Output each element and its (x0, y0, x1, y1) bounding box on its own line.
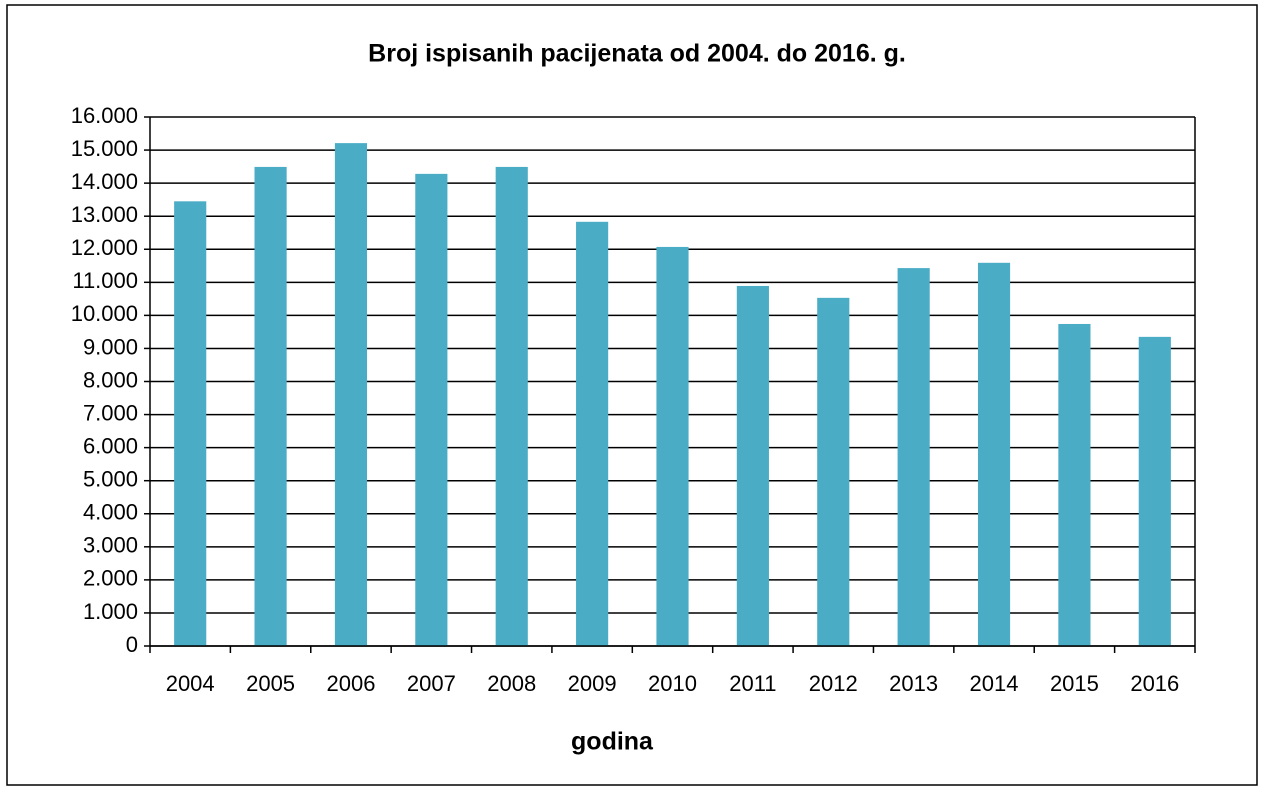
y-tick-label: 1.000 (83, 599, 138, 624)
y-tick-label: 11.000 (72, 268, 138, 293)
bar (334, 143, 368, 646)
y-tick-label: 8.000 (83, 367, 138, 392)
x-tick-label: 2012 (809, 671, 858, 696)
bar (897, 268, 930, 646)
x-tick-label: 2015 (1050, 671, 1099, 696)
bar (736, 285, 769, 646)
x-axis-title: godina (571, 728, 654, 756)
x-tick-label: 2005 (246, 671, 295, 696)
x-tick-label: 2006 (326, 671, 375, 696)
y-tick-label: 5.000 (83, 467, 138, 492)
y-tick-label: 7.000 (83, 400, 138, 425)
y-tick-label: 6.000 (83, 433, 138, 458)
bar (1058, 323, 1091, 646)
bar (817, 297, 850, 646)
y-tick-label: 9.000 (83, 334, 138, 359)
y-tick-label: 3.000 (83, 533, 138, 558)
x-tick-label: 2014 (970, 671, 1019, 696)
bar (415, 173, 448, 646)
x-tick-label: 2010 (648, 671, 697, 696)
y-tick-label: 10.000 (71, 301, 138, 326)
y-tick-label: 12.000 (71, 235, 138, 260)
x-tick-label: 2007 (407, 671, 456, 696)
x-tick-label: 2016 (1130, 671, 1179, 696)
chart-title: Broj ispisanih pacijenata od 2004. do 20… (368, 40, 906, 68)
bar (495, 166, 528, 646)
bar (254, 166, 287, 646)
bar (576, 221, 609, 647)
y-tick-label: 2.000 (83, 566, 138, 591)
x-tick-label: 2004 (166, 671, 215, 696)
bar (1138, 336, 1171, 646)
x-tick-label: 2011 (729, 671, 776, 696)
y-tick-label: 0 (126, 632, 138, 657)
bar (656, 246, 689, 647)
y-tick-label: 13.000 (71, 202, 138, 227)
y-tick-label: 15.000 (71, 136, 138, 161)
x-tick-label: 2013 (889, 671, 938, 696)
y-tick-label: 4.000 (83, 500, 138, 525)
y-tick-label: 16.000 (71, 103, 138, 128)
x-tick-label: 2008 (487, 671, 536, 696)
chart-border (6, 4, 1258, 786)
y-tick-label: 14.000 (71, 169, 138, 194)
bar (977, 262, 1011, 646)
x-tick-label: 2009 (568, 671, 617, 696)
bar (174, 201, 207, 646)
